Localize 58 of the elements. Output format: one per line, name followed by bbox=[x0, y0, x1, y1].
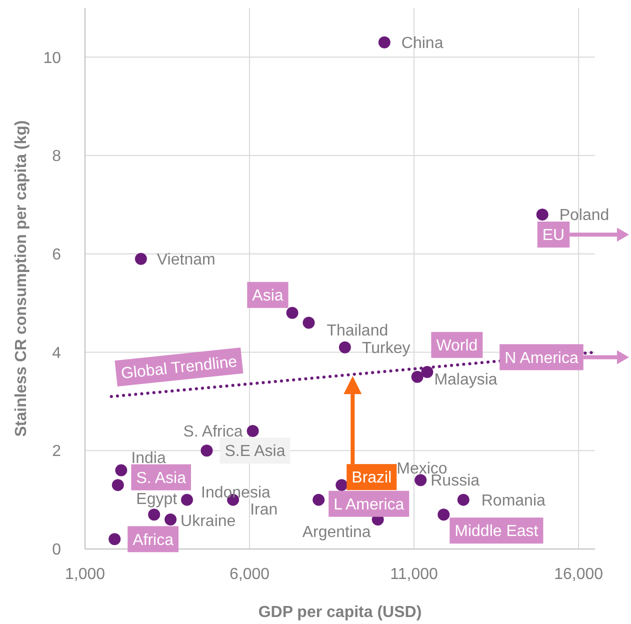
annotation: N America bbox=[504, 350, 578, 367]
y-tick-label: 2 bbox=[52, 443, 62, 460]
point bbox=[302, 316, 315, 329]
annotation: S. Africa bbox=[183, 424, 243, 441]
point bbox=[181, 494, 193, 506]
annotation: World bbox=[436, 338, 478, 355]
x-tick-label: 6,000 bbox=[229, 566, 270, 583]
annotation: Asia bbox=[252, 288, 284, 305]
annotation: Iran bbox=[250, 501, 278, 518]
y-tick-label: 6 bbox=[52, 246, 62, 264]
annotation: Malaysia bbox=[434, 372, 498, 389]
point bbox=[338, 341, 351, 354]
point bbox=[112, 479, 124, 492]
point bbox=[115, 464, 128, 476]
point bbox=[286, 306, 298, 319]
annotation: L America bbox=[334, 496, 404, 514]
annotation: Brazil bbox=[352, 470, 392, 487]
point bbox=[200, 444, 213, 457]
point bbox=[421, 366, 434, 378]
annotation: Poland bbox=[559, 207, 610, 224]
y-axis-title: Stainless CR consumption per capita (kg) bbox=[13, 120, 30, 437]
y-tick-label: 4 bbox=[52, 344, 62, 362]
annotation: S. Asia bbox=[136, 470, 186, 487]
annotation: Thailand bbox=[326, 322, 388, 340]
annotation: China bbox=[401, 35, 444, 52]
point bbox=[164, 513, 177, 526]
annotation: Romania bbox=[481, 492, 546, 510]
y-tick-label: 0 bbox=[52, 542, 62, 559]
point bbox=[134, 252, 147, 265]
annotation: Argentina bbox=[302, 524, 371, 542]
point bbox=[414, 474, 427, 486]
annotation: Egypt bbox=[136, 491, 178, 508]
point bbox=[378, 36, 390, 48]
point bbox=[246, 424, 259, 437]
point bbox=[148, 508, 160, 521]
x-axis-title: GDP per capita (USD) bbox=[258, 604, 422, 621]
annotation: Indonesia bbox=[201, 484, 270, 502]
annotation: India bbox=[131, 450, 166, 467]
point bbox=[411, 370, 424, 383]
x-tick-label: 11,000 bbox=[390, 566, 438, 583]
point bbox=[457, 494, 470, 506]
annotation: Global Trendline bbox=[120, 354, 238, 383]
point bbox=[438, 508, 450, 521]
annotation: Ukraine bbox=[180, 513, 236, 530]
point bbox=[312, 494, 325, 506]
x-tick-label: 16,000 bbox=[554, 566, 604, 583]
y-tick-label: 10 bbox=[43, 50, 62, 67]
annotation: Turkey bbox=[362, 340, 410, 357]
annotation: Vietnam bbox=[156, 251, 216, 268]
annotation: Middle East bbox=[454, 523, 539, 540]
point bbox=[336, 479, 348, 492]
x-tick-label: 1,000 bbox=[64, 566, 106, 583]
y-tick-label: 8 bbox=[52, 148, 62, 166]
annotation: S.E Asia bbox=[224, 443, 286, 460]
annotation: EU bbox=[542, 227, 565, 244]
annotation: Africa bbox=[132, 532, 174, 549]
point bbox=[108, 533, 121, 546]
point bbox=[536, 208, 548, 221]
